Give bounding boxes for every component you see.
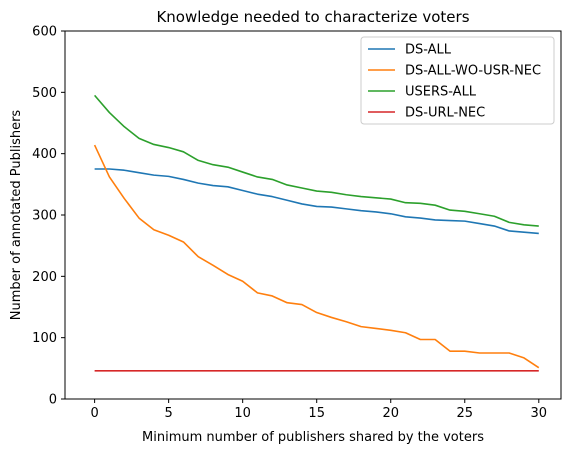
x-axis: 0 5 10 15 20 25 30 [90, 399, 547, 421]
x-tick-label: 0 [90, 406, 98, 421]
y-tick-label: 600 [32, 25, 57, 40]
x-tick-label: 15 [308, 406, 325, 421]
x-tick-label: 25 [456, 406, 473, 421]
series-line-ds-all-wo-usr-nec [93, 144, 540, 369]
y-axis-label: Number of annotated Publishers [9, 110, 24, 321]
y-tick-label: 400 [32, 147, 57, 162]
y-tick-label: 300 [32, 209, 57, 224]
chart-title: Knowledge needed to characterize voters [156, 8, 469, 26]
y-tick-label: 200 [32, 270, 57, 285]
x-axis-label: Minimum number of publishers shared by t… [142, 430, 484, 445]
x-tick-label: 10 [234, 406, 251, 421]
x-tick-label: 30 [531, 406, 548, 421]
legend: DS-ALL DS-ALL-WO-USR-NEC USERS-ALL DS-URL-N… [360, 36, 555, 125]
series-line-ds-all [94, 168, 539, 235]
series-line-users-all [94, 94, 539, 227]
y-tick-label: 500 [32, 86, 57, 101]
legend-label: DS-ALL [405, 43, 452, 58]
legend-box [360, 36, 555, 125]
legend-label: DS-ALL-WO-USR-NEC [405, 64, 541, 79]
legend-label: DS-URL-NEC [405, 106, 485, 121]
y-axis: 0 100 200 300 400 500 600 [32, 25, 65, 408]
y-tick-label: 0 [49, 393, 57, 408]
plot-area [93, 94, 540, 372]
y-tick-label: 100 [32, 331, 57, 346]
x-tick-label: 20 [382, 406, 399, 421]
x-tick-label: 5 [165, 406, 173, 421]
legend-label: USERS-ALL [405, 85, 477, 100]
